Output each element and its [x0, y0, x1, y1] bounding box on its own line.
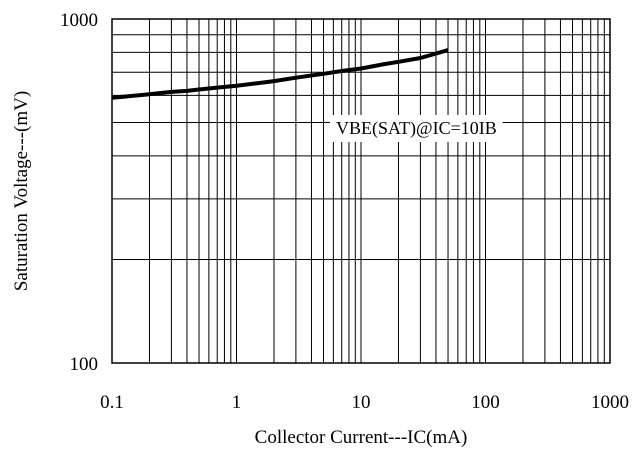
y-tick-label: 100 [70, 354, 99, 375]
x-tick-label: 0.1 [100, 392, 124, 413]
data-layer [111, 48, 449, 100]
x-axis-label: Collector Current---IC(mA) [255, 427, 468, 448]
x-tick-label: 10 [352, 392, 371, 413]
y-tick-label: 1000 [60, 10, 98, 31]
tick-labels: 0.1 1 10 100 1000 100 1000 [60, 10, 629, 413]
annotation-label: VBE(SAT)@IC=10IB [336, 118, 497, 139]
x-tick-label: 1 [232, 392, 242, 413]
x-tick-label: 100 [471, 392, 500, 413]
grid-lines [112, 19, 610, 363]
plot-frame [111, 18, 611, 364]
series-line [111, 48, 449, 100]
y-axis-label: Saturation Voltage---(mV) [11, 91, 32, 291]
x-tick-label: 1000 [591, 392, 629, 413]
annotation-background [330, 115, 503, 142]
